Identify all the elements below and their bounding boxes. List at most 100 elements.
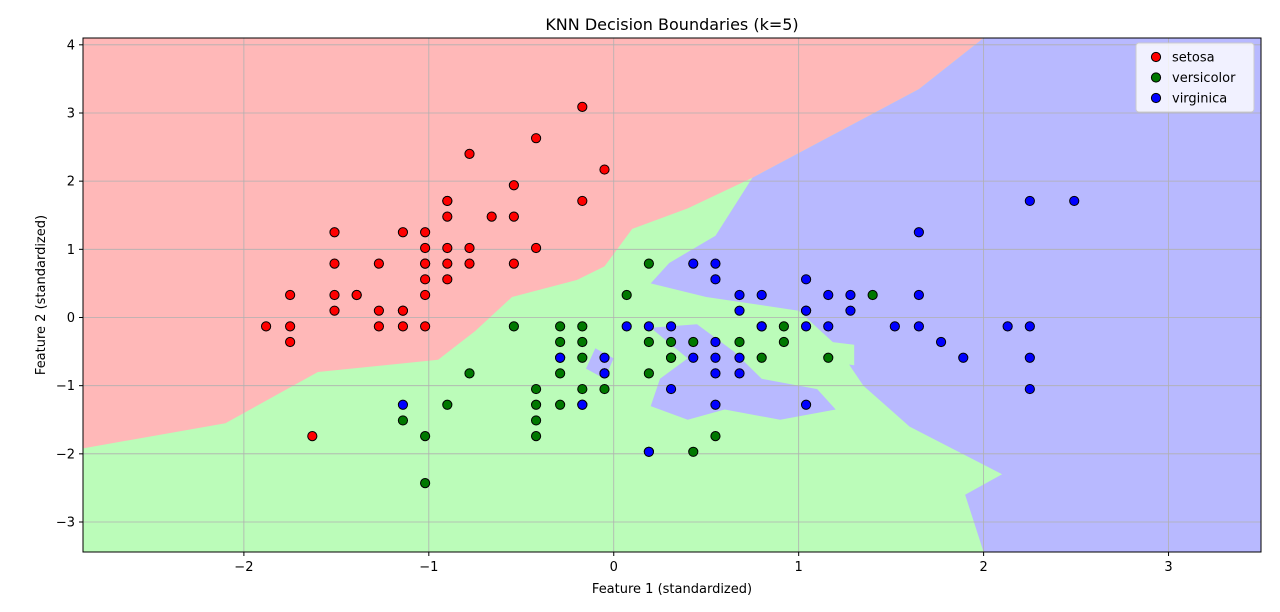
point-setosa — [442, 258, 453, 269]
point-virginica — [935, 336, 947, 348]
point-virginica — [734, 289, 745, 301]
point-setosa — [508, 211, 519, 222]
y-tick-label: 0 — [67, 311, 75, 326]
y-tick-label: −1 — [56, 379, 75, 394]
y-tick-label: 4 — [67, 38, 75, 53]
point-virginica — [845, 289, 856, 301]
point-virginica — [734, 352, 745, 363]
point-setosa — [329, 305, 340, 316]
point-versicolor — [599, 383, 610, 395]
region-setosa — [83, 38, 984, 449]
point-setosa — [508, 180, 519, 191]
point-virginica — [1024, 195, 1035, 207]
point-setosa — [397, 227, 409, 238]
point-versicolor — [778, 321, 789, 332]
point-versicolor — [555, 321, 566, 332]
point-setosa — [373, 258, 384, 269]
y-axis-ticks: −3 −2 −1 0 1 2 3 4 — [56, 38, 83, 531]
x-axis-label: Feature 1 (standardized) — [592, 582, 752, 597]
region-virginica — [650, 38, 1261, 552]
point-setosa — [420, 289, 431, 301]
point-setosa — [329, 227, 340, 238]
point-setosa — [420, 321, 431, 332]
point-versicolor — [621, 289, 632, 301]
point-virginica — [710, 336, 721, 348]
point-virginica — [889, 321, 900, 332]
point-versicolor — [530, 415, 542, 426]
grid-lines — [83, 38, 1261, 552]
x-tick-label: 2 — [979, 560, 987, 575]
point-setosa — [351, 289, 362, 301]
point-versicolor — [555, 336, 566, 348]
point-virginica — [756, 289, 767, 301]
y-tick-label: −2 — [56, 447, 75, 462]
point-setosa — [577, 101, 588, 112]
point-versicolor — [577, 321, 588, 332]
point-versicolor — [555, 399, 566, 410]
point-virginica — [913, 227, 924, 238]
y-tick-label: 1 — [67, 243, 75, 258]
point-setosa — [420, 227, 431, 238]
point-virginica — [913, 321, 924, 332]
legend: setosa versicolor virginica — [1135, 42, 1255, 113]
point-setosa — [442, 195, 453, 207]
point-virginica — [1024, 383, 1035, 395]
point-versicolor — [508, 321, 519, 332]
region-versicolor-island — [613, 293, 688, 315]
point-versicolor — [577, 383, 588, 395]
point-virginica — [665, 383, 677, 395]
x-tick-label: −2 — [234, 560, 253, 575]
point-versicolor — [643, 258, 654, 269]
point-setosa — [464, 148, 475, 159]
point-virginica — [710, 399, 721, 410]
point-virginica — [710, 274, 721, 285]
point-virginica — [1069, 195, 1080, 207]
point-versicolor — [688, 446, 699, 457]
point-virginica — [643, 321, 654, 332]
point-virginica — [913, 289, 924, 301]
point-versicolor — [577, 352, 588, 363]
x-tick-label: 3 — [1164, 560, 1172, 575]
point-setosa — [397, 305, 409, 316]
point-versicolor — [530, 383, 542, 395]
data-points — [260, 101, 1080, 489]
point-setosa — [373, 321, 384, 332]
point-versicolor — [464, 368, 475, 379]
point-virginica — [1002, 321, 1013, 332]
point-setosa — [464, 242, 475, 254]
point-setosa — [464, 258, 475, 269]
point-versicolor — [710, 431, 721, 442]
point-versicolor — [643, 368, 654, 379]
point-virginica — [1024, 352, 1035, 363]
point-setosa — [599, 164, 610, 175]
point-virginica — [397, 399, 409, 410]
x-tick-label: 1 — [795, 560, 803, 575]
point-setosa — [285, 321, 296, 332]
point-virginica — [621, 321, 632, 332]
point-versicolor — [688, 336, 699, 348]
point-setosa — [420, 258, 431, 269]
point-versicolor — [867, 289, 878, 301]
y-tick-label: 3 — [67, 106, 75, 121]
point-virginica — [688, 352, 699, 363]
point-setosa — [260, 321, 272, 332]
point-virginica — [823, 321, 834, 332]
point-versicolor — [756, 352, 767, 363]
point-virginica — [1024, 321, 1035, 332]
point-versicolor — [555, 368, 566, 379]
point-virginica — [845, 305, 856, 316]
legend-marker-versicolor — [1150, 72, 1162, 83]
point-virginica — [756, 321, 767, 332]
point-versicolor — [397, 415, 409, 426]
point-virginica — [800, 274, 812, 285]
point-versicolor — [577, 336, 588, 348]
point-virginica — [599, 368, 610, 379]
point-setosa — [373, 305, 384, 316]
legend-label-virginica: virginica — [1172, 92, 1227, 107]
point-versicolor — [530, 399, 542, 410]
point-versicolor — [778, 336, 789, 348]
point-versicolor — [643, 336, 654, 348]
point-setosa — [329, 258, 340, 269]
y-tick-label: 2 — [67, 175, 75, 190]
point-virginica — [958, 352, 969, 363]
